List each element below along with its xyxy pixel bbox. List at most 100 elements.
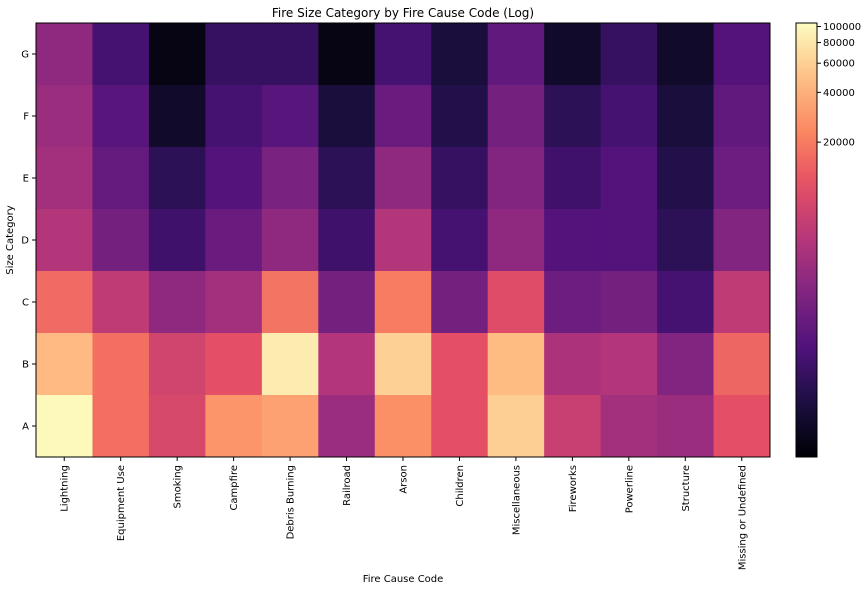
heatmap-cell — [205, 85, 263, 148]
colorbar: 20000 40000 60000 80000 100000 — [795, 22, 861, 458]
heatmap-cell — [374, 23, 432, 86]
heatmap-cell — [36, 209, 93, 272]
heatmap-cell — [657, 147, 715, 210]
x-tick-label: Miscellaneous — [511, 465, 522, 535]
heatmap-cell — [544, 333, 602, 396]
heatmap-cell — [374, 271, 432, 334]
heatmap-cell — [487, 271, 545, 334]
heatmap-cell — [713, 23, 771, 86]
x-tick-label: Railroad — [342, 465, 353, 506]
heatmap-cell — [205, 209, 263, 272]
heatmap-cell — [92, 333, 150, 396]
heatmap-cell — [374, 209, 432, 272]
x-tick-label: Debris Burning — [286, 465, 297, 539]
heatmap-cell — [374, 333, 432, 396]
heatmap-cell — [544, 395, 602, 458]
heatmap-cell — [713, 395, 771, 458]
heatmap-cell — [657, 333, 715, 396]
heatmap-cell — [657, 209, 715, 272]
heatmap-cell — [713, 271, 771, 334]
heatmap-cell — [148, 333, 206, 396]
y-tick-label: D — [21, 236, 29, 247]
heatmap-cell — [148, 23, 206, 86]
heatmap-cell — [92, 85, 150, 148]
heatmap-cell — [544, 85, 602, 148]
heatmap-cell — [600, 209, 658, 272]
heatmap-cell — [431, 85, 489, 148]
y-tick-label: G — [21, 50, 29, 61]
heatmap-cell — [205, 395, 263, 458]
x-tick-label: Structure — [681, 465, 692, 512]
heatmap-cells — [36, 23, 771, 458]
heatmap-cell — [657, 85, 715, 148]
heatmap-cell — [713, 209, 771, 272]
heatmap-cell — [148, 395, 206, 458]
heatmap-cell — [318, 333, 376, 396]
heatmap-cell — [261, 333, 319, 396]
x-tick-label: Arson — [399, 465, 410, 494]
colorbar-gradient — [795, 22, 818, 458]
heatmap-cell — [318, 23, 376, 86]
heatmap-cell — [148, 209, 206, 272]
y-axis-label: Size Category — [5, 205, 16, 274]
heatmap-cell — [92, 271, 150, 334]
heatmap-cell — [657, 271, 715, 334]
y-axis-ticks: G F E D C B A — [21, 50, 36, 433]
heatmap-cell — [318, 271, 376, 334]
heatmap-cell — [600, 395, 658, 458]
heatmap-cell — [148, 85, 206, 148]
heatmap-cell — [487, 395, 545, 458]
heatmap-cell — [600, 85, 658, 148]
heatmap-cell — [261, 271, 319, 334]
colorbar-tick-label: 80000 — [823, 38, 855, 49]
x-tick-label: Smoking — [173, 465, 184, 508]
heatmap-cell — [36, 333, 93, 396]
heatmap-cell — [544, 23, 602, 86]
heatmap-cell — [148, 271, 206, 334]
y-tick-label: F — [23, 112, 29, 123]
heatmap-cell — [261, 23, 319, 86]
heatmap-cell — [92, 209, 150, 272]
heatmap-cell — [487, 333, 545, 396]
heatmap-cell — [431, 147, 489, 210]
heatmap-cell — [205, 147, 263, 210]
colorbar-ticks: 20000 40000 60000 80000 100000 — [817, 22, 861, 149]
heatmap-cell — [431, 23, 489, 86]
x-tick-label: Fireworks — [568, 465, 579, 512]
heatmap-cell — [713, 333, 771, 396]
x-tick-label: Lightning — [60, 465, 71, 512]
heatmap-cell — [544, 271, 602, 334]
heatmap-cell — [657, 395, 715, 458]
colorbar-tick-label: 20000 — [823, 138, 855, 149]
heatmap-cell — [36, 85, 93, 148]
heatmap-cell — [600, 147, 658, 210]
x-axis-ticks: Lightning Equipment Use Smoking Campfire Deb… — [60, 457, 748, 570]
heatmap-cell — [205, 271, 263, 334]
colorbar-tick-label: 40000 — [823, 88, 855, 99]
heatmap-cell — [713, 147, 771, 210]
heatmap-cell — [36, 147, 93, 210]
heatmap-cell — [374, 395, 432, 458]
heatmap-cell — [318, 209, 376, 272]
heatmap-cell — [374, 147, 432, 210]
heatmap-cell — [318, 395, 376, 458]
y-tick-label: B — [22, 360, 29, 371]
x-tick-label: Equipment Use — [116, 465, 127, 541]
heatmap-cell — [657, 23, 715, 86]
heatmap-cell — [431, 395, 489, 458]
heatmap-cell — [487, 209, 545, 272]
y-tick-label: A — [22, 422, 29, 433]
x-tick-label: Campfire — [229, 465, 240, 511]
heatmap-cell — [600, 271, 658, 334]
heatmap-cell — [205, 23, 263, 86]
heatmap-cell — [487, 85, 545, 148]
heatmap-cell — [318, 147, 376, 210]
heatmap-cell — [318, 85, 376, 148]
heatmap-cell — [261, 209, 319, 272]
heatmap-cell — [487, 23, 545, 86]
heatmap-cell — [92, 23, 150, 86]
heatmap-cell — [431, 271, 489, 334]
heatmap-cell — [205, 333, 263, 396]
heatmap-cell — [148, 147, 206, 210]
